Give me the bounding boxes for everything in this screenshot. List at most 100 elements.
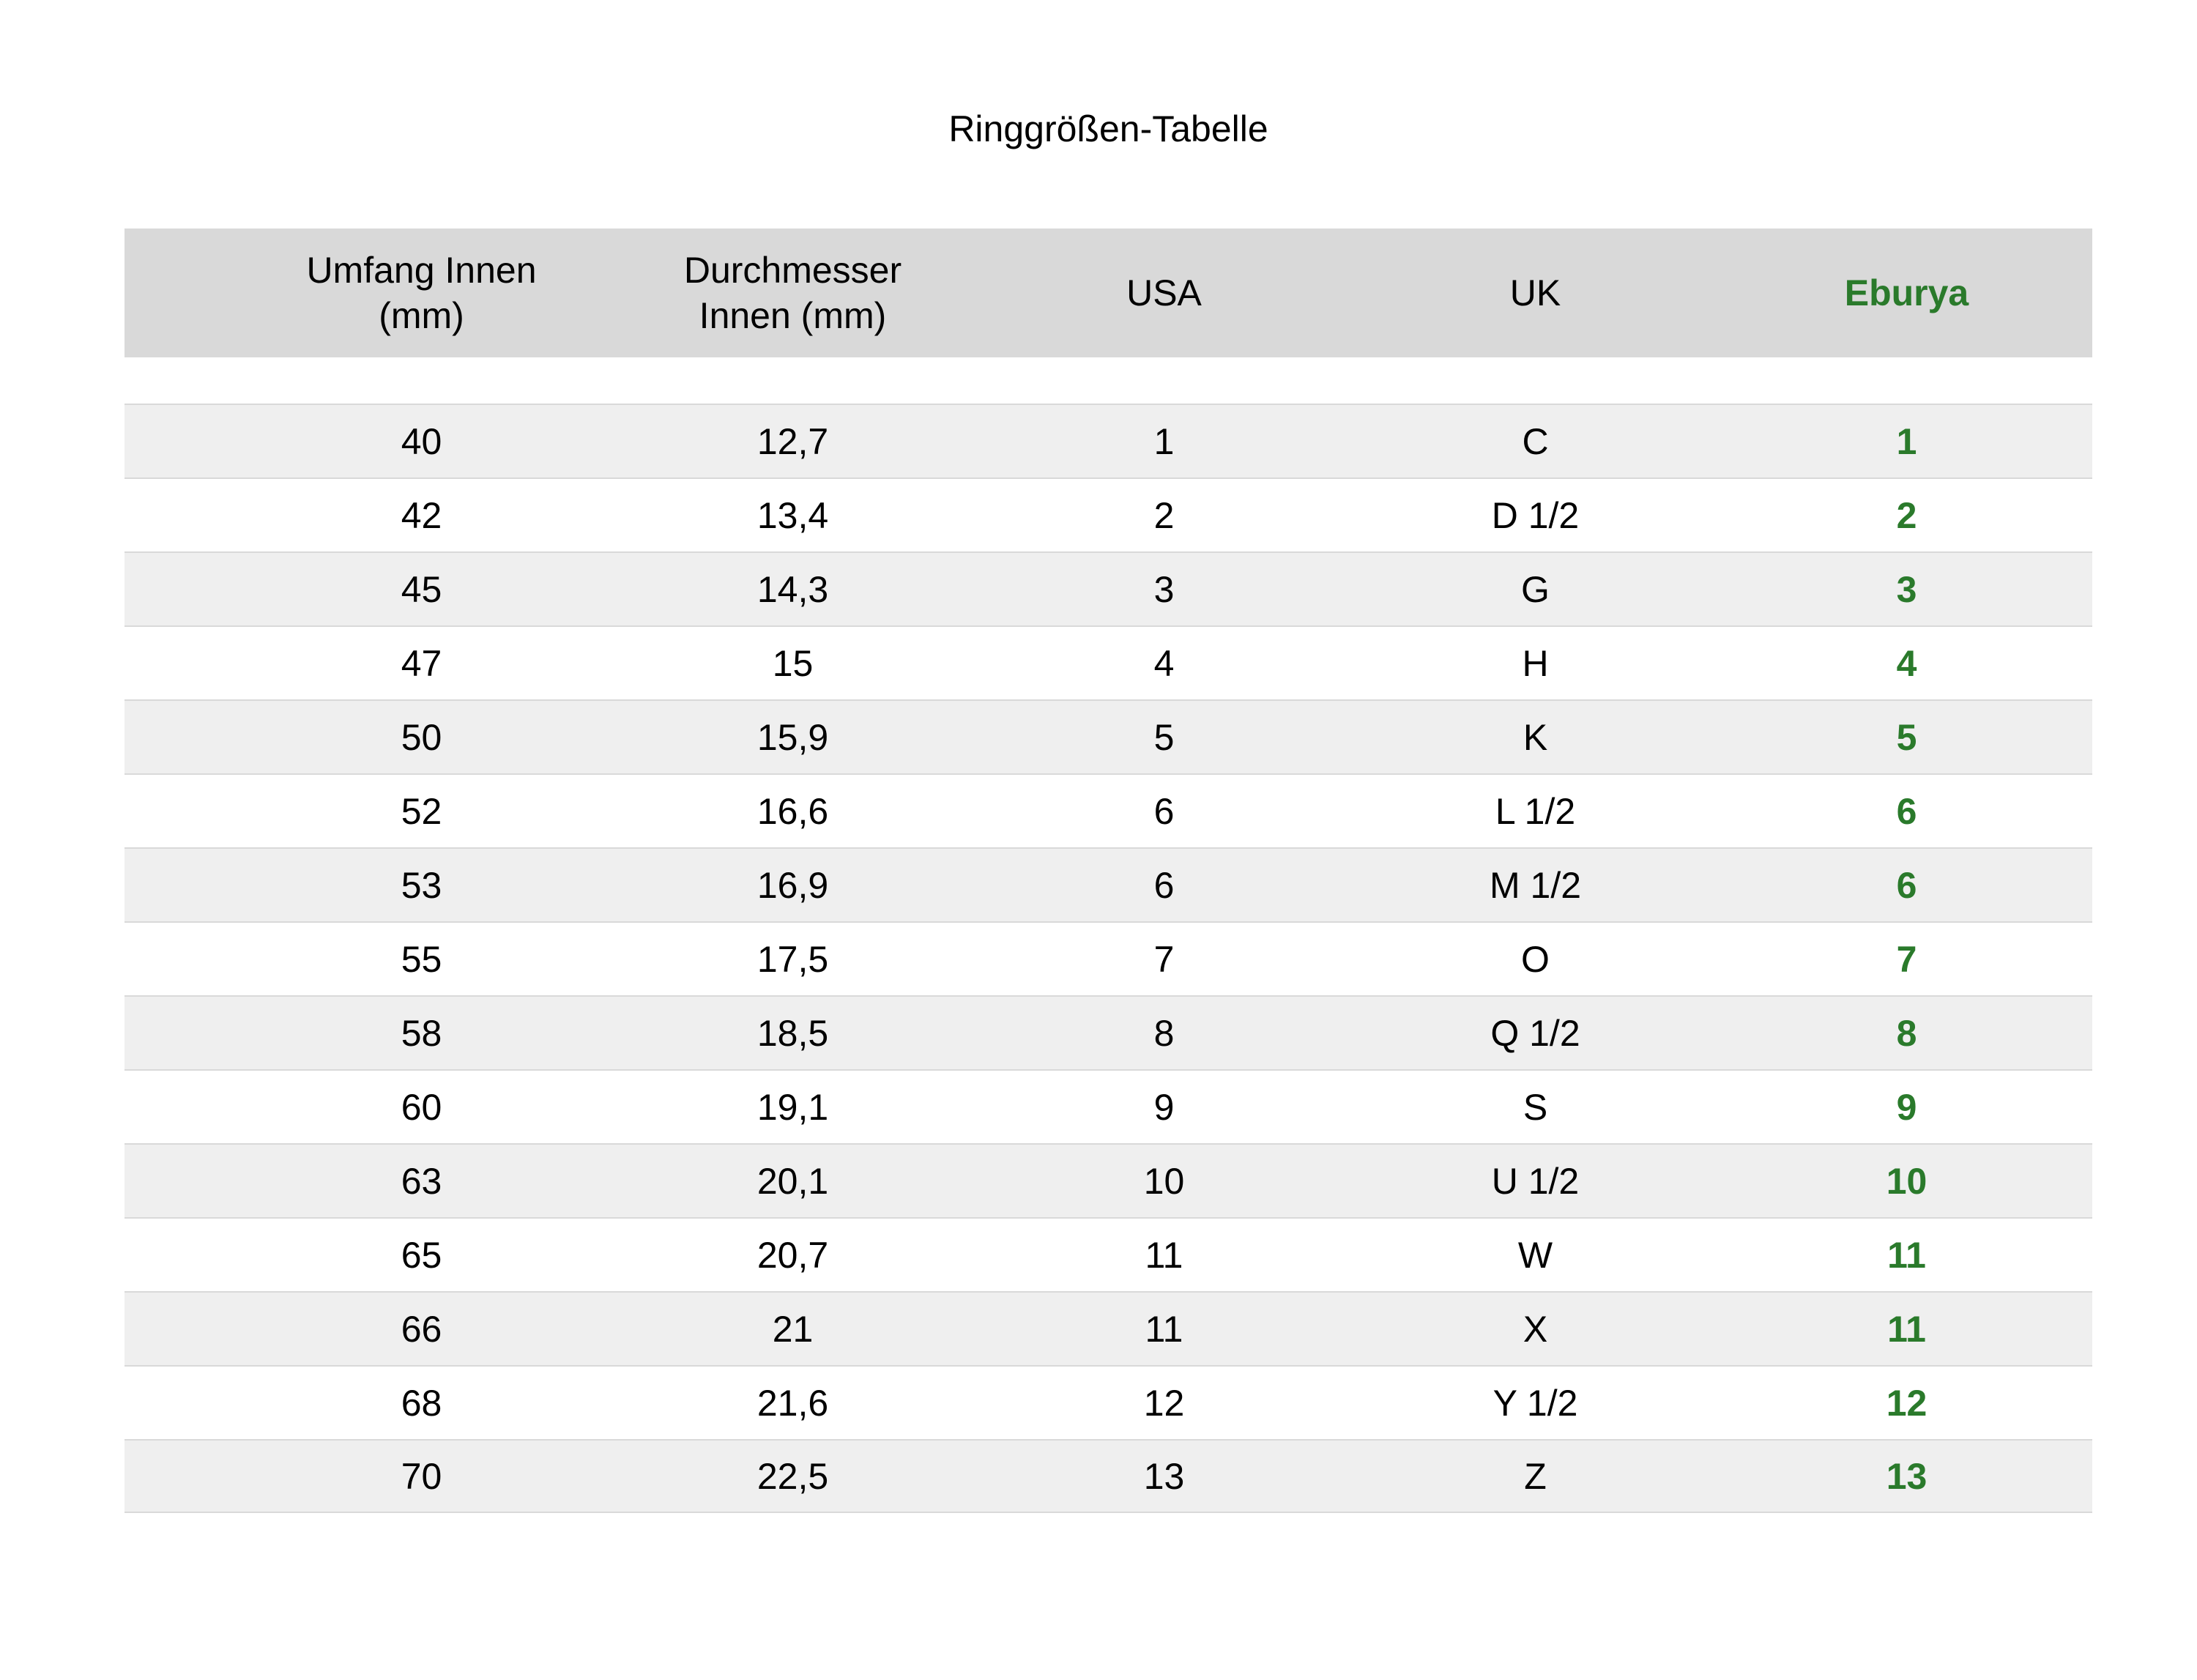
- gutter-cell: [124, 923, 236, 995]
- cell-eburya: 10: [1886, 1160, 1928, 1202]
- cell-umfang-innen-mm: 47: [401, 642, 442, 684]
- table-row: 68 21,6 12 Y 1/2 12: [124, 1365, 2092, 1439]
- cell-usa: 2: [1153, 494, 1175, 536]
- cell-durchmesser-innen-mm: 15,9: [757, 716, 829, 758]
- cell-usa: 8: [1153, 1012, 1175, 1054]
- cell-umfang-innen-mm: 68: [401, 1382, 442, 1424]
- cell-umfang-innen-mm: 45: [401, 568, 442, 610]
- cell-uk: G: [1521, 568, 1550, 610]
- cell-eburya: 1: [1896, 420, 1917, 462]
- cell-umfang-innen-mm: 55: [401, 938, 442, 980]
- gutter-cell: [124, 997, 236, 1069]
- cell-usa: 10: [1143, 1160, 1185, 1202]
- table-row: 58 18,5 8 Q 1/2 8: [124, 995, 2092, 1069]
- cell-eburya: 5: [1896, 716, 1917, 758]
- gutter-cell: [124, 849, 236, 921]
- cell-durchmesser-innen-mm: 20,1: [757, 1160, 829, 1202]
- cell-durchmesser-innen-mm: 21: [772, 1308, 814, 1350]
- cell-durchmesser-innen-mm: 16,6: [757, 790, 829, 832]
- cell-eburya: 12: [1886, 1382, 1928, 1424]
- cell-eburya: 11: [1887, 1308, 1926, 1350]
- cell-usa: 1: [1153, 420, 1175, 462]
- cell-usa: 11: [1145, 1234, 1183, 1276]
- cell-usa: 3: [1153, 568, 1175, 610]
- cell-eburya: 3: [1896, 568, 1917, 610]
- cell-durchmesser-innen-mm: 21,6: [757, 1382, 829, 1424]
- cell-usa: 12: [1143, 1382, 1185, 1424]
- table-row: 70 22,5 13 Z 13: [124, 1439, 2092, 1513]
- cell-umfang-innen-mm: 42: [401, 494, 442, 536]
- cell-durchmesser-innen-mm: 14,3: [757, 568, 829, 610]
- cell-durchmesser-innen-mm: 22,5: [757, 1455, 829, 1497]
- cell-uk: O: [1521, 938, 1550, 980]
- column-header-umfang-innen: Umfang Innen (mm): [306, 250, 537, 336]
- cell-umfang-innen-mm: 50: [401, 716, 442, 758]
- cell-umfang-innen-mm: 52: [401, 790, 442, 832]
- cell-durchmesser-innen-mm: 16,9: [757, 864, 829, 906]
- table-row: 40 12,7 1 C 1: [124, 404, 2092, 477]
- column-header-usa: USA: [1126, 272, 1202, 313]
- cell-umfang-innen-mm: 53: [401, 864, 442, 906]
- table-row: 52 16,6 6 L 1/2 6: [124, 773, 2092, 847]
- cell-uk: Y 1/2: [1492, 1382, 1578, 1424]
- cell-durchmesser-innen-mm: 17,5: [757, 938, 829, 980]
- cell-usa: 13: [1143, 1455, 1185, 1497]
- cell-umfang-innen-mm: 60: [401, 1086, 442, 1128]
- table-row: 42 13,4 2 D 1/2 2: [124, 477, 2092, 551]
- cell-umfang-innen-mm: 70: [401, 1455, 442, 1497]
- table-row: 47 15 4 H 4: [124, 625, 2092, 699]
- column-header-durchmesser-innen: Durchmesser Innen (mm): [683, 250, 902, 336]
- column-header-eburya: Eburya: [1844, 272, 1969, 313]
- cell-durchmesser-innen-mm: 19,1: [757, 1086, 829, 1128]
- gutter-cell: [124, 1367, 236, 1439]
- cell-umfang-innen-mm: 65: [401, 1234, 442, 1276]
- gutter-cell: [124, 228, 236, 357]
- cell-uk: U 1/2: [1491, 1160, 1580, 1202]
- cell-uk: S: [1523, 1086, 1548, 1128]
- cell-eburya: 2: [1896, 494, 1917, 536]
- header-body-gap: [124, 357, 2092, 404]
- table-row: 53 16,9 6 M 1/2 6: [124, 847, 2092, 921]
- cell-durchmesser-innen-mm: 15: [772, 642, 814, 684]
- cell-durchmesser-innen-mm: 20,7: [757, 1234, 829, 1276]
- cell-usa: 5: [1153, 716, 1175, 758]
- gutter-cell: [124, 1071, 236, 1143]
- column-header-uk: UK: [1509, 272, 1561, 313]
- cell-usa: 9: [1153, 1086, 1175, 1128]
- table-row: 66 21 11 X 11: [124, 1291, 2092, 1365]
- cell-uk: L 1/2: [1495, 790, 1576, 832]
- cell-usa: 6: [1153, 790, 1175, 832]
- gutter-cell: [124, 479, 236, 551]
- cell-uk: Z: [1524, 1455, 1547, 1497]
- cell-uk: X: [1523, 1308, 1548, 1350]
- cell-durchmesser-innen-mm: 18,5: [757, 1012, 829, 1054]
- gutter-cell: [124, 1293, 236, 1365]
- cell-umfang-innen-mm: 58: [401, 1012, 442, 1054]
- table-header-row: Umfang Innen (mm) Durchmesser Innen (mm)…: [124, 228, 2092, 357]
- cell-usa: 6: [1153, 864, 1175, 906]
- cell-umfang-innen-mm: 66: [401, 1308, 442, 1350]
- cell-umfang-innen-mm: 40: [401, 420, 442, 462]
- cell-uk: D 1/2: [1491, 494, 1580, 536]
- cell-eburya: 8: [1896, 1012, 1917, 1054]
- gutter-cell: [124, 701, 236, 773]
- cell-uk: H: [1522, 642, 1549, 684]
- gutter-cell: [124, 405, 236, 477]
- page-title: Ringgrößen-Tabelle: [948, 108, 1268, 149]
- cell-durchmesser-innen-mm: 12,7: [757, 420, 829, 462]
- cell-usa: 4: [1153, 642, 1175, 684]
- cell-uk: K: [1523, 716, 1548, 758]
- ring-size-table: Umfang Innen (mm) Durchmesser Innen (mm)…: [124, 228, 2092, 1513]
- cell-umfang-innen-mm: 63: [401, 1160, 442, 1202]
- table-row: 55 17,5 7 O 7: [124, 921, 2092, 995]
- gutter-cell: [124, 775, 236, 847]
- gutter-cell: [124, 1145, 236, 1217]
- table-body: 40 12,7 1 C 1 42 13,4 2 D 1/2 2 45 14,3 …: [124, 404, 2092, 1513]
- gutter-cell: [124, 553, 236, 625]
- cell-uk: W: [1517, 1234, 1553, 1276]
- gutter-cell: [124, 627, 236, 699]
- cell-uk: C: [1522, 420, 1549, 462]
- cell-uk: M 1/2: [1489, 864, 1582, 906]
- cell-eburya: 9: [1896, 1086, 1917, 1128]
